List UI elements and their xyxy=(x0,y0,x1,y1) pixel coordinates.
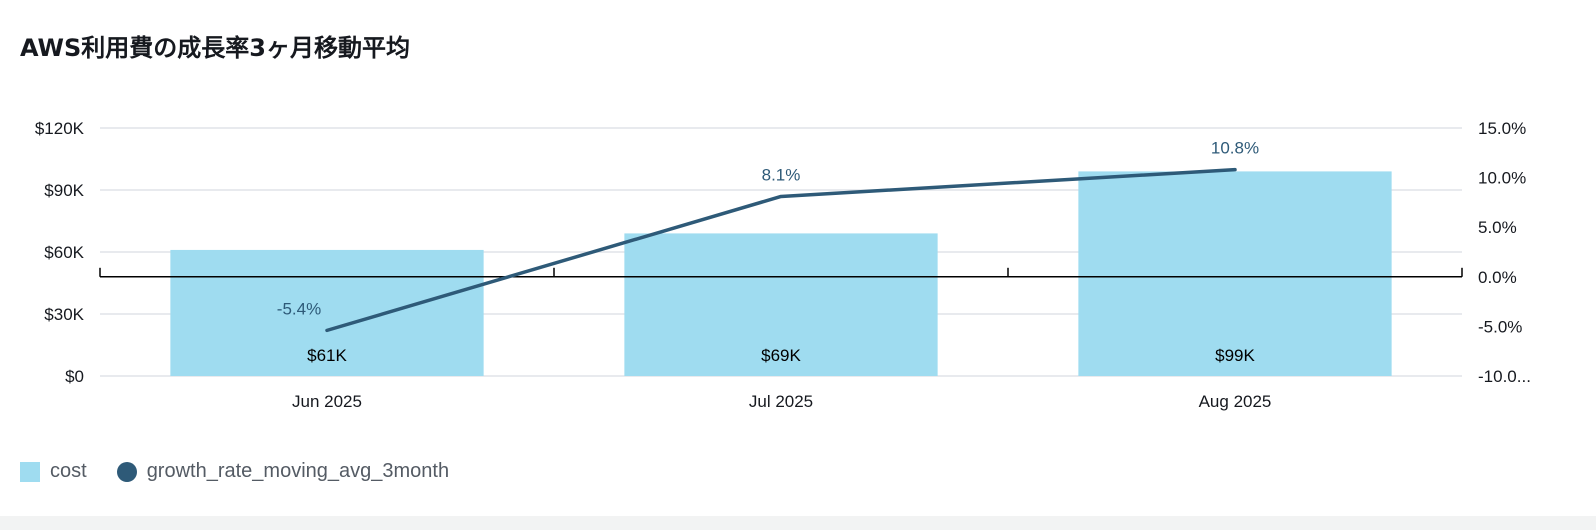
growth-swatch xyxy=(116,461,137,482)
x-axis-ticks: Jun 2025 Jul 2025 Aug 2025 xyxy=(292,392,1271,411)
left-tick-0: $0 xyxy=(65,367,84,386)
x-tick-2: Aug 2025 xyxy=(1199,392,1272,411)
cost-bar-label-0: $61K xyxy=(307,346,347,365)
combo-chart: $0 $30K $60K $90K $120K -10.0... -5.0% 0.0% 5.0… xyxy=(35,119,1531,411)
cost-bar-0 xyxy=(170,249,484,376)
right-tick-1: -5.0% xyxy=(1478,317,1522,336)
line-data-labels: -5.4% 8.1% 10.8% xyxy=(277,139,1259,319)
chart-title: AWS利用費の成長率3ヶ月移動平均 xyxy=(20,34,410,62)
left-axis-ticks: $0 $30K $60K $90K $120K xyxy=(35,119,85,386)
legend-item-cost[interactable]: cost xyxy=(20,460,87,483)
left-tick-2: $60K xyxy=(44,243,84,262)
right-tick-2: 0.0% xyxy=(1478,268,1517,287)
x-tick-1: Jul 2025 xyxy=(749,392,813,411)
growth-label-2: 10.8% xyxy=(1211,139,1259,158)
right-tick-3: 5.0% xyxy=(1478,218,1517,237)
zero-axis xyxy=(99,267,1463,278)
cost-bar-2 xyxy=(1078,171,1392,376)
legend-label-growth: growth_rate_moving_avg_3month xyxy=(146,460,450,482)
x-tick-0: Jun 2025 xyxy=(292,392,362,411)
growth-label-0: -5.4% xyxy=(277,299,321,318)
left-tick-1: $30K xyxy=(44,305,84,324)
cost-bar-label-2: $99K xyxy=(1215,346,1255,365)
legend-label-cost: cost xyxy=(50,460,87,482)
cost-swatch xyxy=(20,461,40,482)
growth-line xyxy=(325,167,1237,333)
cost-bars xyxy=(170,171,1392,376)
cost-bar-1 xyxy=(624,233,938,376)
legend-item-growth[interactable]: growth_rate_moving_avg_3month xyxy=(116,460,450,483)
right-tick-5: 15.0% xyxy=(1478,119,1526,138)
bar-data-labels: $61K $69K $99K xyxy=(307,346,1255,365)
right-axis-ticks: -10.0... -5.0% 0.0% 5.0% 10.0% 15.0% xyxy=(1478,119,1531,386)
right-tick-0: -10.0... xyxy=(1478,367,1531,386)
left-tick-3: $90K xyxy=(44,181,84,200)
chart-card: AWS利用費の成長率3ヶ月移動平均 $0 $30K $60K $90K $120K -1… xyxy=(0,0,1596,516)
left-tick-4: $120K xyxy=(35,119,85,138)
cost-bar-label-1: $69K xyxy=(761,346,801,365)
growth-label-1: 8.1% xyxy=(762,165,801,184)
growth-line-path xyxy=(325,167,1237,333)
legend: cost growth_rate_moving_avg_3month xyxy=(20,460,479,483)
right-tick-4: 10.0% xyxy=(1478,169,1526,188)
